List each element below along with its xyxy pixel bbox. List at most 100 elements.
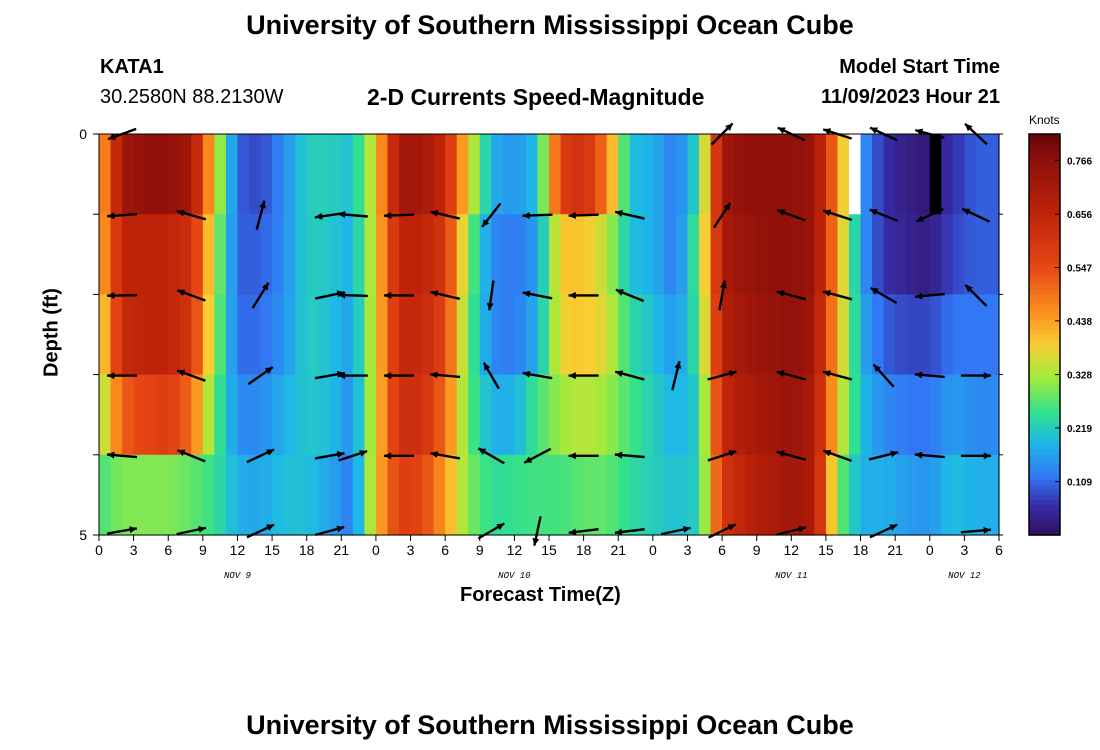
heatmap-cell (502, 134, 515, 215)
current-arrow-head (720, 280, 727, 289)
heatmap-cell (295, 294, 308, 376)
heatmap-cell (399, 134, 412, 215)
colorbar-segment (1029, 189, 1060, 195)
current-arrow-head (177, 369, 186, 377)
colorbar-segment (1029, 429, 1060, 436)
heatmap-cell (133, 374, 146, 456)
heatmap-cell (364, 294, 377, 376)
heatmap-cell (214, 374, 227, 456)
current-arrow-head (723, 202, 731, 211)
heatmap-cell (225, 374, 239, 456)
heatmap-cell (675, 294, 689, 376)
heatmap-cell (479, 134, 492, 215)
heatmap-cell (445, 214, 458, 295)
heatmap-cell (306, 134, 319, 215)
heatmap-cell (975, 454, 989, 536)
heatmap-cell (352, 454, 365, 536)
heatmap-cell (502, 294, 515, 376)
heatmap-cell (375, 134, 389, 215)
heatmap-cell (595, 454, 608, 536)
heatmap-cell (433, 454, 446, 536)
colorbar-segment (1029, 169, 1060, 175)
heatmap-cell (987, 214, 1000, 295)
heatmap-cell (906, 294, 919, 376)
heatmap-cell (629, 374, 642, 456)
colorbar-segment (1029, 329, 1060, 336)
heatmap-cell (733, 374, 746, 456)
heatmap-cell (341, 294, 354, 376)
chart-subtitle: 2-D Currents Speed-Magnitude (367, 84, 705, 110)
current-arrow-head (430, 290, 439, 298)
heatmap-cell (295, 214, 308, 295)
heatmap-cell (768, 214, 781, 295)
colorbar-segment (1029, 374, 1060, 381)
heatmap-cell (410, 454, 423, 536)
heatmap-cell (837, 294, 850, 376)
heatmap-cell (237, 134, 250, 215)
x-tick-label: 12 (230, 542, 246, 558)
heatmap-cell (975, 134, 989, 215)
current-arrow-head (776, 290, 785, 297)
heatmap-cell (214, 454, 227, 536)
heatmap-cell (687, 454, 700, 536)
heatmap-cell (341, 134, 354, 215)
heatmap-cell (272, 134, 285, 215)
current-arrow-head (823, 449, 832, 457)
heatmap-cell (814, 374, 827, 456)
colorbar-segment (1029, 164, 1060, 170)
heatmap-cell (929, 214, 942, 295)
colorbar-segment (1029, 204, 1060, 210)
heatmap-cell (710, 454, 723, 536)
heatmap-cell (652, 454, 665, 536)
heatmap-cell (606, 214, 619, 295)
heatmap-cell (722, 374, 735, 456)
heatmap-cell (433, 374, 446, 456)
heatmap-cell (191, 374, 204, 456)
heatmap-cell (249, 454, 262, 536)
date-label: NOV 11 (775, 571, 807, 581)
heatmap-cell (952, 294, 965, 376)
heatmap-cell (837, 134, 850, 215)
current-arrow-head (873, 364, 881, 373)
current-arrow-head (384, 291, 392, 299)
heatmap-cell (733, 214, 746, 295)
heatmap-cell (745, 454, 758, 536)
colorbar-segment (1029, 334, 1060, 341)
heatmap-cell (179, 134, 192, 215)
heatmap-cell (595, 134, 608, 215)
heatmap-cell (491, 294, 504, 376)
heatmap-cell (872, 214, 885, 295)
heatmap-cell (825, 134, 839, 215)
heatmap-cell (860, 294, 873, 376)
current-arrow-head (359, 450, 368, 457)
page-title: University of Southern Mississippi Ocean… (246, 10, 854, 40)
heatmap-cell (225, 214, 239, 295)
missing-data-cell (849, 134, 861, 215)
current-arrow-head (107, 451, 115, 459)
heatmap-cell (883, 294, 896, 376)
station-id: KATA1 (100, 56, 164, 78)
heatmap-cell (399, 374, 412, 456)
x-tick-label: 0 (926, 542, 934, 558)
current-arrow-head (176, 209, 185, 217)
heatmap-cell (883, 374, 896, 456)
colorbar-segment (1029, 339, 1060, 346)
current-arrow-head (725, 123, 733, 131)
heatmap-cell (329, 374, 342, 456)
current-arrow-head (568, 528, 577, 536)
heatmap-cell (825, 214, 839, 295)
heatmap-cell (756, 294, 769, 376)
heatmap-cell (779, 214, 792, 295)
current-arrow-head (107, 212, 115, 220)
current-arrow-head (198, 525, 206, 533)
current-arrow-head (107, 133, 116, 140)
heatmap-cell (422, 134, 435, 215)
heatmap-cell (422, 214, 435, 295)
current-arrow-head (486, 302, 494, 311)
x-tick-label: 15 (541, 542, 557, 558)
heatmap-cell (560, 134, 573, 215)
date-label: NOV 10 (498, 571, 531, 581)
heatmap-cell (975, 214, 989, 295)
heatmap-cell (295, 134, 308, 215)
heatmap-cell (306, 294, 319, 376)
